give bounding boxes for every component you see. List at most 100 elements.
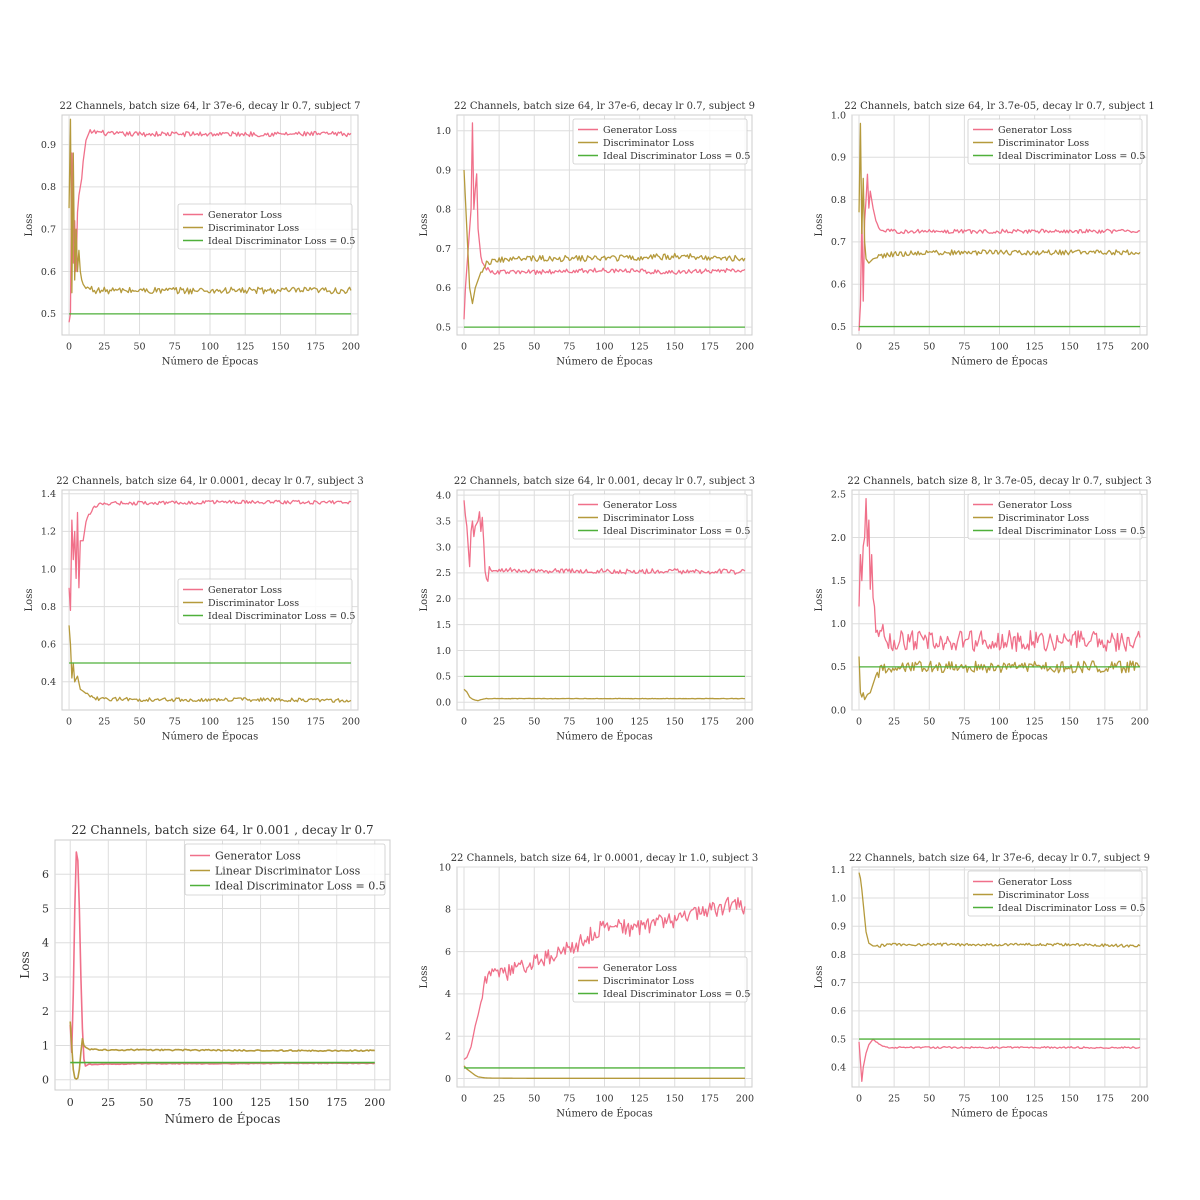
y-tick-label: 1 [42,1039,49,1052]
legend-label: Discriminator Loss [998,513,1089,524]
y-axis-label: Loss [814,214,825,237]
x-tick-label: 75 [177,1096,191,1109]
legend-frame [967,870,1143,917]
legend-label: Ideal Discriminator Loss = 0.5 [998,526,1145,537]
legend: Generator Loss Discriminator Loss Ideal Di… [967,118,1145,165]
y-tick-label: 0.0 [436,698,451,709]
y-tick-label: 1.4 [41,489,56,500]
legend-frame [967,493,1143,540]
x-tick-label: 150 [666,717,684,728]
y-tick-label: 0.9 [831,153,846,164]
y-axis-label: Loss [24,589,35,612]
x-tick-label: 200 [736,342,754,353]
y-tick-label: 10 [439,862,451,873]
x-tick-label: 0 [66,717,72,728]
y-tick-label: 0.4 [831,1063,846,1074]
legend-label: Generator Loss [215,849,301,862]
y-tick-label: 0.5 [436,322,451,333]
y-tick-label: 0.8 [436,205,451,216]
x-tick-label: 50 [528,717,540,728]
y-tick-label: 4 [42,937,49,950]
legend: Generator Loss Discriminator Loss Ideal Di… [967,870,1145,917]
y-tick-label: 0.9 [436,165,451,176]
y-tick-label: 0 [42,1074,49,1087]
y-tick-label: 0.6 [436,283,451,294]
subplot-6: 0 25 50 75 100 125 150 175 200 0.0 0.5 1.0 1.5 2.0 2.5… [814,476,1152,743]
subplot-5: 0 25 50 75 100 125 150 175 200 0.0 0.5 1.0 1.5 2.0 2.5… [419,476,755,743]
y-axis-label: Loss [814,589,825,612]
x-axis-label: Número de Épocas [162,356,258,368]
legend: Generator Loss Discriminator Loss Ideal Di… [177,578,355,625]
x-tick-label: 50 [528,342,540,353]
y-tick-label: 0.5 [831,322,846,333]
series-line-generator [463,896,746,1061]
x-tick-label: 25 [493,717,505,728]
legend-label: Generator Loss [603,963,677,974]
y-tick-label: 0.6 [41,267,56,278]
x-tick-label: 125 [631,1094,649,1105]
x-tick-label: 50 [139,1096,153,1109]
legend-frame [572,493,748,540]
y-tick-label: 0.9 [41,140,56,151]
y-axis-label: Loss [24,214,35,237]
legend-label: Discriminator Loss [208,598,299,609]
x-tick-label: 175 [701,717,719,728]
x-tick-label: 125 [236,717,254,728]
legend-label: Ideal Discriminator Loss = 0.5 [208,611,355,622]
y-tick-label: 0.8 [41,602,56,613]
y-tick-label: 0.7 [41,225,56,236]
y-tick-label: 6 [445,947,451,958]
y-tick-label: 3 [42,971,49,984]
legend-label: Ideal Discriminator Loss = 0.5 [208,236,355,247]
x-tick-label: 125 [236,342,254,353]
series-line-generator [858,497,1141,652]
y-tick-label: 0.8 [831,195,846,206]
series-line-generator [463,500,746,582]
x-tick-label: 0 [461,342,467,353]
y-tick-label: 0.7 [831,978,846,989]
x-tick-label: 150 [288,1096,309,1109]
legend-label: Generator Loss [998,125,1072,136]
x-tick-label: 50 [133,717,145,728]
x-tick-label: 0 [461,1094,467,1105]
x-tick-label: 100 [201,342,219,353]
legend-label: Generator Loss [998,877,1072,888]
y-axis-label: Loss [419,589,430,612]
x-tick-label: 25 [493,1094,505,1105]
x-tick-label: 125 [1026,342,1044,353]
x-tick-label: 75 [169,342,181,353]
legend-label: Generator Loss [208,210,282,221]
legend-frame [184,843,386,896]
y-tick-label: 5 [42,902,49,915]
y-tick-label: 0.6 [831,1006,846,1017]
y-axis-label: Loss [419,966,430,989]
legend-label: Generator Loss [998,500,1072,511]
legend: Generator Loss Discriminator Loss Ideal Di… [572,956,750,1003]
legend-label: Discriminator Loss [603,976,694,987]
x-tick-label: 100 [201,717,219,728]
series-line-generator [68,129,352,323]
x-tick-label: 125 [250,1096,271,1109]
y-tick-label: 1.0 [831,619,846,630]
y-axis-label: Loss [18,951,32,979]
legend-frame [177,203,353,250]
legend: Generator Loss Discriminator Loss Ideal Di… [572,118,750,165]
series-line-generator [858,173,1141,331]
y-tick-label: 4.0 [436,491,451,502]
x-tick-label: 0 [461,717,467,728]
legend-label: Ideal Discriminator Loss = 0.5 [603,151,750,162]
subplot-2: 0 25 50 75 100 125 150 175 200 0.5 0.6 0.7 0.8 0.9 1.0… [419,101,755,368]
y-tick-label: 0.8 [831,950,846,961]
legend-frame [967,118,1143,165]
x-axis-label: Número de Épocas [162,731,258,743]
legend-label: Discriminator Loss [603,513,694,524]
x-tick-label: 75 [563,717,575,728]
y-tick-label: 0.7 [436,244,451,255]
y-tick-label: 0.5 [831,662,846,673]
y-tick-label: 0.7 [831,237,846,248]
subplot-9: 0 25 50 75 100 125 150 175 200 0.4 0.5 0.6 0.7 0.8 0.9… [814,853,1150,1120]
x-tick-label: 175 [326,1096,347,1109]
x-tick-label: 0 [856,1094,862,1105]
x-tick-label: 0 [856,342,862,353]
